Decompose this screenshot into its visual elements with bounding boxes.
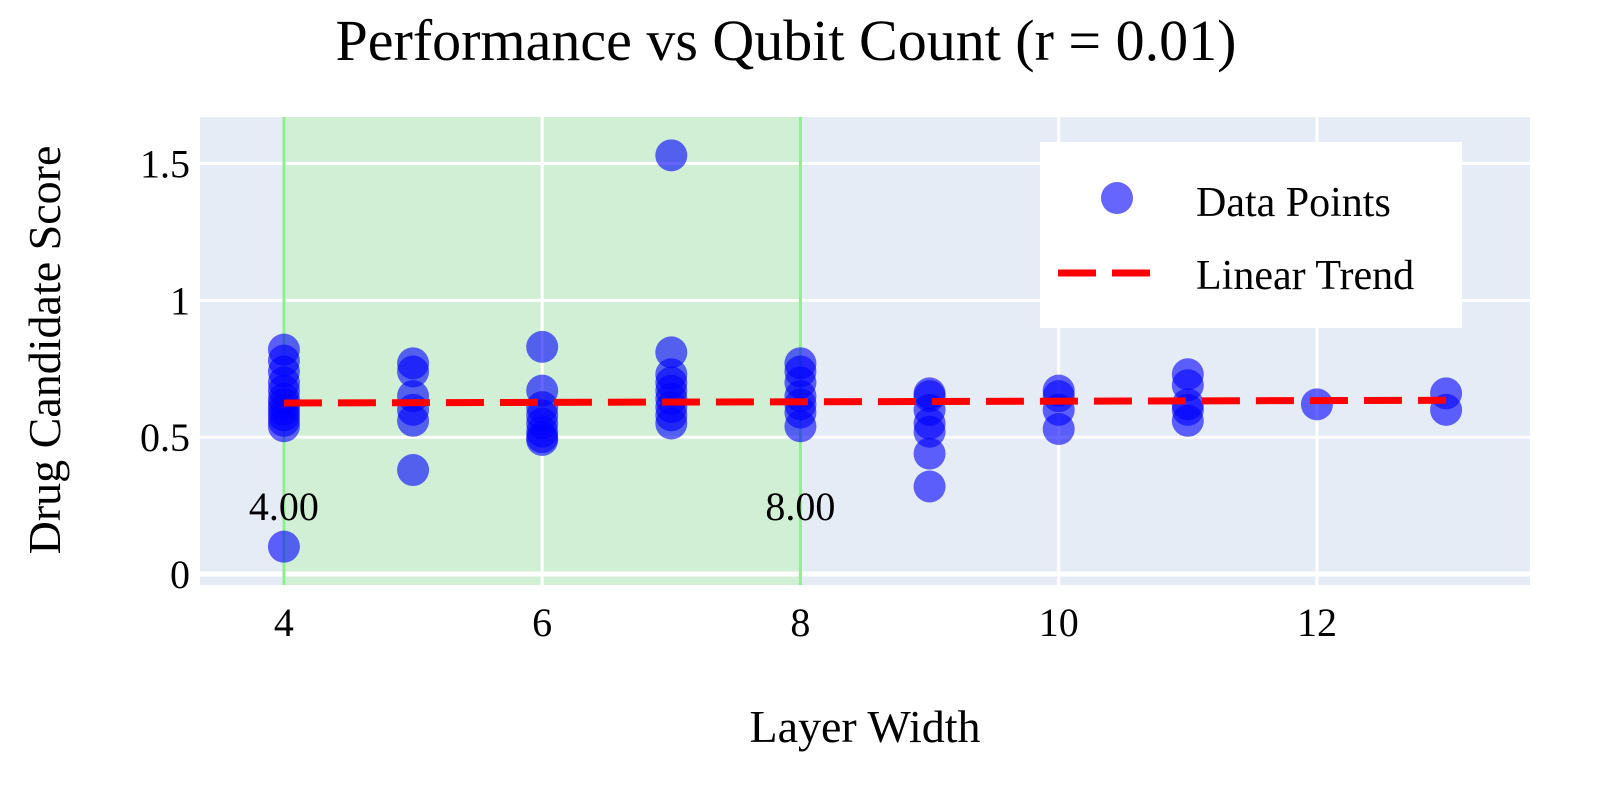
data-point (913, 437, 946, 470)
data-point (397, 404, 430, 437)
y-tick-label: 1 (170, 278, 190, 323)
x-axis-ticks: 4 6 8 10 12 (274, 600, 1337, 645)
region-start-label: 4.00 (249, 484, 319, 529)
x-tick-label: 10 (1039, 600, 1079, 645)
y-tick-label: 0.5 (140, 415, 190, 460)
x-tick-label: 4 (274, 600, 294, 645)
trend-series (283, 396, 1447, 407)
data-point (655, 139, 688, 172)
x-axis-label: Layer Width (749, 701, 980, 752)
y-axis-label: Drug Candidate Score (19, 146, 70, 555)
legend-box (1040, 142, 1462, 328)
data-point (526, 423, 559, 456)
data-point (397, 355, 430, 388)
data-point (1042, 413, 1075, 445)
legend: Data Points Linear Trend (1040, 142, 1462, 328)
x-tick-label: 8 (790, 600, 810, 645)
y-tick-label: 0 (170, 552, 190, 597)
region-end-label: 8.00 (765, 484, 835, 529)
data-point (655, 407, 688, 440)
y-tick-label: 1.5 (140, 142, 190, 187)
y-axis-ticks: 0 0.5 1 1.5 (140, 142, 190, 598)
data-point (1300, 388, 1333, 421)
data-point (655, 336, 688, 369)
annotations: 4.00 8.00 (249, 484, 836, 529)
data-point (1171, 404, 1204, 437)
data-point (913, 470, 946, 503)
data-points-series (267, 139, 1463, 563)
chart-title: Performance vs Qubit Count (r = 0.01) (336, 8, 1237, 73)
data-point (526, 330, 559, 363)
legend-marker-data-points (1101, 182, 1133, 214)
data-point (267, 530, 300, 563)
data-point (913, 415, 946, 448)
data-point (267, 410, 300, 443)
x-tick-label: 6 (532, 600, 552, 645)
data-point (784, 410, 817, 443)
linear-trend-line (283, 396, 1447, 407)
data-point (397, 454, 430, 487)
x-tick-label: 12 (1297, 600, 1337, 645)
legend-label-data-points: Data Points (1196, 180, 1391, 226)
legend-label-linear-trend: Linear Trend (1196, 253, 1414, 299)
